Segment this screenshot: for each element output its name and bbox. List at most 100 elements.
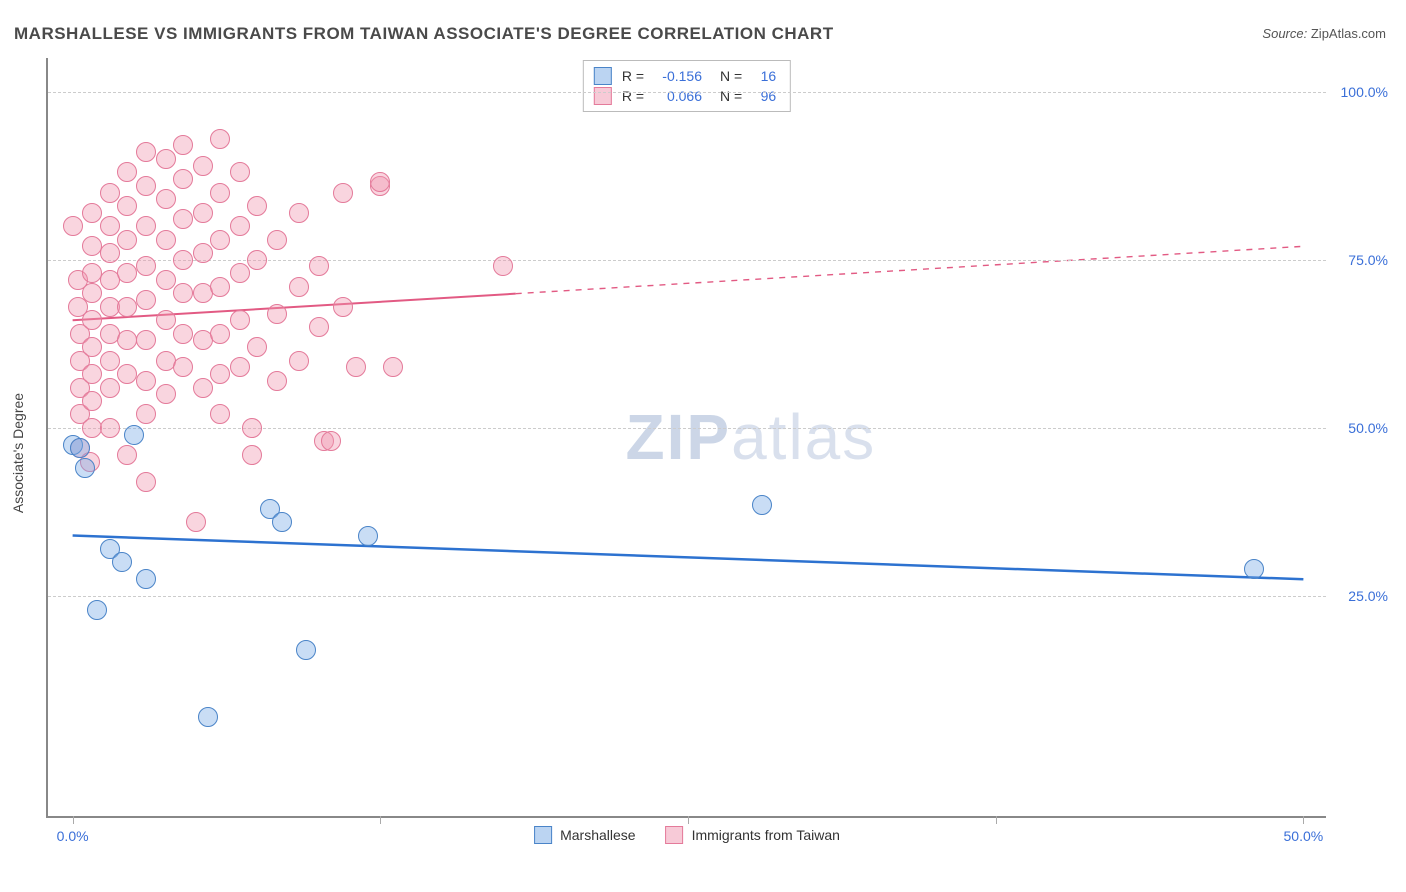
data-point [247,250,267,270]
data-point [186,512,206,532]
data-point [117,196,137,216]
data-point [117,364,137,384]
data-point [193,203,213,223]
data-point [383,357,403,377]
stats-legend-box: R = -0.156 N = 16 R = 0.066 N = 96 [583,60,791,112]
data-point [173,357,193,377]
data-point [230,357,250,377]
data-point [210,129,230,149]
data-point [358,526,378,546]
legend-label-marshallese: Marshallese [560,827,635,843]
n-label: N = [720,88,742,104]
chart-container: Associate's Degree ZIPatlas R = -0.156 N… [46,58,1386,848]
data-point [136,472,156,492]
data-point [87,600,107,620]
data-point [267,230,287,250]
data-point [1244,559,1264,579]
data-point [117,263,137,283]
data-point [124,425,144,445]
data-point [117,330,137,350]
data-point [136,330,156,350]
data-point [493,256,513,276]
data-point [100,183,120,203]
data-point [112,552,132,572]
data-point [321,431,341,451]
xtick-label: 0.0% [57,828,89,844]
data-point [210,183,230,203]
source-value: ZipAtlas.com [1311,26,1386,41]
data-point [193,378,213,398]
stats-row-blue: R = -0.156 N = 16 [594,66,776,86]
data-point [136,256,156,276]
r-label: R = [622,88,644,104]
n-value-blue: 16 [748,68,776,84]
data-point [289,277,309,297]
data-point [198,707,218,727]
scatter-plot-area: ZIPatlas R = -0.156 N = 16 R = 0.066 N =… [46,58,1326,818]
data-point [173,209,193,229]
data-point [117,297,137,317]
data-point [70,438,90,458]
trendline-solid [73,536,1304,580]
data-point [309,317,329,337]
data-point [156,230,176,250]
xtick [73,816,74,824]
data-point [156,149,176,169]
data-point [100,418,120,438]
ytick-label: 50.0% [1332,420,1388,436]
data-point [267,304,287,324]
data-point [136,569,156,589]
data-point [82,203,102,223]
data-point [272,512,292,532]
ytick-label: 75.0% [1332,252,1388,268]
watermark-bold: ZIP [626,401,732,473]
data-point [230,162,250,182]
stats-row-pink: R = 0.066 N = 96 [594,86,776,106]
data-point [289,203,309,223]
data-point [173,250,193,270]
xtick [688,816,689,824]
n-value-pink: 96 [748,88,776,104]
gridline-h [48,260,1326,261]
data-point [210,364,230,384]
source-attribution: Source: ZipAtlas.com [1262,26,1386,41]
trendline-dashed [516,246,1304,293]
data-point [173,169,193,189]
data-point [136,142,156,162]
data-point [193,156,213,176]
ytick-label: 25.0% [1332,588,1388,604]
gridline-h [48,92,1326,93]
data-point [210,277,230,297]
xtick-minor [380,816,381,824]
data-point [100,243,120,263]
data-point [82,283,102,303]
data-point [156,384,176,404]
data-point [230,263,250,283]
swatch-blue-icon [534,826,552,844]
data-point [333,297,353,317]
data-point [100,216,120,236]
data-point [752,495,772,515]
data-point [82,391,102,411]
data-point [333,183,353,203]
data-point [210,230,230,250]
data-point [136,290,156,310]
data-point [117,445,137,465]
data-point [136,404,156,424]
xtick-minor [996,816,997,824]
gridline-h [48,596,1326,597]
data-point [75,458,95,478]
data-point [117,230,137,250]
swatch-blue-icon [594,67,612,85]
data-point [63,216,83,236]
data-point [136,176,156,196]
data-point [247,337,267,357]
data-point [309,256,329,276]
data-point [296,640,316,660]
chart-title: MARSHALLESE VS IMMIGRANTS FROM TAIWAN AS… [14,24,834,44]
data-point [117,162,137,182]
legend-item-marshallese: Marshallese [534,826,635,844]
swatch-pink-icon [594,87,612,105]
data-point [156,310,176,330]
data-point [156,189,176,209]
